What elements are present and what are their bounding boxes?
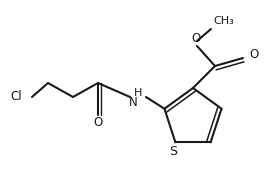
Text: O: O xyxy=(249,48,258,61)
Text: O: O xyxy=(93,116,103,129)
Text: H: H xyxy=(134,88,142,98)
Text: S: S xyxy=(169,145,177,158)
Text: N: N xyxy=(129,96,137,109)
Text: Cl: Cl xyxy=(10,90,22,104)
Text: CH₃: CH₃ xyxy=(213,16,234,26)
Text: O: O xyxy=(191,33,201,45)
